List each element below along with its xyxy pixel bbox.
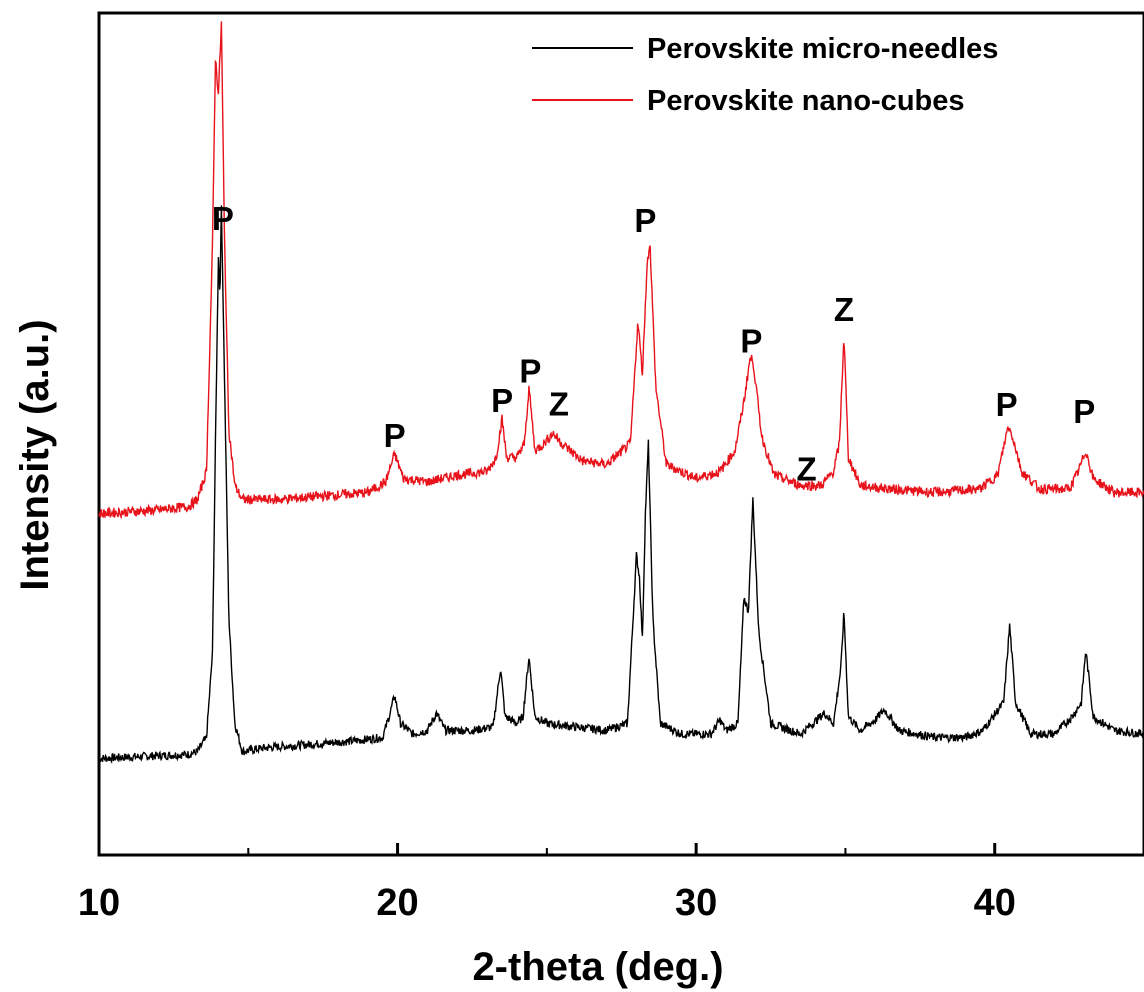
peak-label: Z [834,291,854,328]
peak-label: P [634,202,656,239]
series-micro-needles [98,205,1144,764]
legend-label-micro-needles: Perovskite micro-needles [647,33,998,65]
peak-label: P [1073,393,1095,430]
peak-label: P [384,417,406,454]
peak-label: Z [549,386,569,423]
peak-label: Z [797,451,817,488]
series-layer [98,21,1144,764]
series-nano-cubes [98,21,1144,520]
y-axis-title: Intensity (a.u.) [13,319,57,590]
peak-label: P [519,353,541,390]
x-tick-label: 30 [675,882,717,924]
x-tick-label: 20 [376,882,418,924]
legend: Perovskite micro-needles Perovskite nano… [532,33,998,117]
peak-label: P [740,323,762,360]
plot-frame [97,11,1144,857]
x-axis: 10 20 30 40 [78,843,1016,924]
peak-label: P [212,200,234,237]
x-tick-label: 40 [974,882,1016,924]
x-tick-label: 10 [78,882,120,924]
legend-label-nano-cubes: Perovskite nano-cubes [647,85,965,117]
x-axis-title: 2-theta (deg.) [472,945,723,989]
peak-label: P [491,382,513,419]
peak-label: P [996,386,1018,423]
